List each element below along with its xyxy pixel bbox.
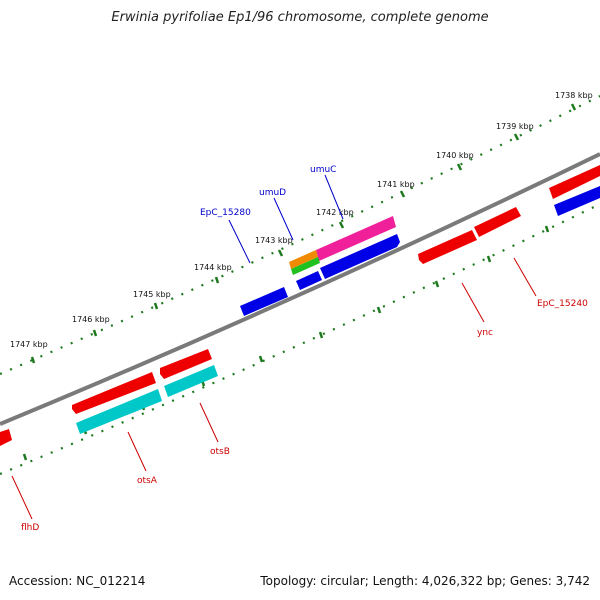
gene-arrow-EpC_15280[interactable] (240, 287, 288, 316)
tick-label: 1746 kbp (72, 315, 110, 324)
tick-label: 1745 kbp (133, 290, 171, 299)
genome-info-text: Topology: circular; Length: 4,026,322 bp… (260, 574, 590, 588)
tick-label: 1741 kbp (377, 180, 415, 189)
gene-label-flhD[interactable]: flhD (21, 523, 39, 533)
label-leaders (11, 174, 537, 520)
outer-scale-dots (0, 95, 600, 376)
tick-label: 1738 kbp (555, 91, 593, 100)
gene-label-EpC_15280[interactable]: EpC_15280 (200, 208, 251, 218)
gene-label-ync[interactable]: ync (477, 328, 493, 338)
gene-labels: umuC umuD EpC_15280 EpC_15240 ync otsB o… (21, 165, 588, 533)
inner-scale-dots (0, 203, 600, 476)
gene-arrow-blue-right[interactable] (554, 186, 600, 216)
gene-arrow-umuD-orange[interactable] (289, 250, 318, 269)
gene-arrow-ync[interactable] (418, 230, 477, 264)
gene-arrow-EpC_15240[interactable] (474, 207, 521, 237)
gene-arrow-blue-1742[interactable] (320, 234, 400, 279)
tick-label: 1740 kbp (436, 151, 474, 160)
chromosome-backbone (0, 152, 600, 426)
gene-label-umuD[interactable]: umuD (259, 188, 286, 198)
gene-arrow-flhD[interactable] (0, 429, 12, 446)
gene-label-umuC[interactable]: umuC (310, 165, 336, 175)
forward-genes (240, 165, 600, 316)
tick-label: 1747 kbp (10, 340, 48, 349)
outer-major-ticks (30, 103, 577, 364)
gene-arrow-umuD-green[interactable] (291, 257, 320, 275)
gene-arrow-otsB-cyan[interactable] (164, 365, 218, 397)
map-title: Erwinia pyrifoliae Ep1/96 chromosome, co… (111, 10, 489, 25)
tick-label: 1739 kbp (496, 122, 534, 131)
gene-label-otsB[interactable]: otsB (210, 447, 230, 457)
accession-text: Accession: NC_012214 (9, 574, 146, 588)
tick-labels: 1738 kbp 1739 kbp 1740 kbp 1741 kbp 1742… (10, 91, 593, 349)
tick-label: 1744 kbp (194, 263, 232, 272)
gene-arrow-otsA[interactable] (72, 372, 156, 414)
gene-arrow-red-right[interactable] (549, 165, 600, 199)
gene-arrow-otsB[interactable] (160, 349, 212, 379)
tick-label: 1743 kbp (255, 236, 293, 245)
gene-arrow-blue-small[interactable] (296, 271, 322, 290)
gene-arrow-umuC[interactable] (316, 216, 396, 261)
reverse-genes (0, 207, 521, 446)
gene-arrow-otsA-cyan[interactable] (76, 389, 162, 434)
gene-label-otsA[interactable]: otsA (137, 476, 158, 486)
tick-label: 1742 kbp (316, 208, 354, 217)
gene-label-EpC_15240[interactable]: EpC_15240 (537, 299, 588, 309)
